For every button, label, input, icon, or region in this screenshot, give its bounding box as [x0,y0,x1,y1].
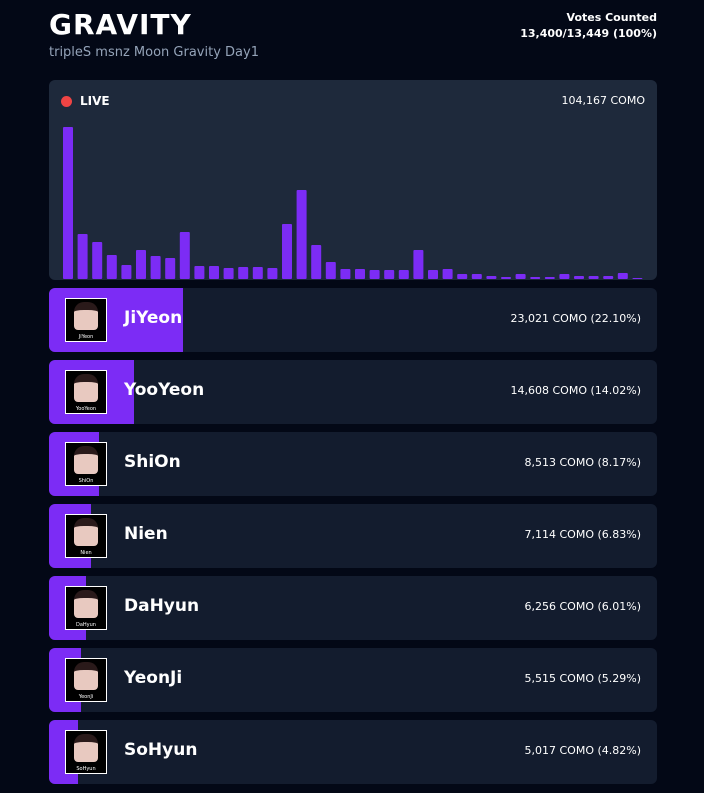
bar [179,232,190,279]
bar [515,274,526,279]
bar [311,245,322,279]
member-name: SoHyun [124,740,198,760]
bar [544,277,555,279]
como-count: 6,256 COMO (6.01%) [524,600,642,613]
bar [92,242,103,279]
avatar: ShiOn [65,442,107,486]
como-count: 5,515 COMO (5.29%) [524,672,642,685]
avatar-caption: DaHyun [76,622,96,628]
member-name: JiYeon [124,308,183,328]
bar [588,276,599,279]
avatar-caption: YeonJi [78,694,94,700]
total-como: 104,167 COMO [561,94,645,107]
avatar-caption: Nien [80,550,92,556]
bar [617,273,628,279]
avatar: YeonJi [65,658,107,702]
avatar-face [74,518,98,546]
bar [209,266,219,279]
member-name: Nien [124,524,168,544]
subtitle: tripleS msnz Moon Gravity Day1 [49,45,259,60]
como-count: 5,017 COMO (4.82%) [524,744,642,757]
avatar-face [74,662,98,690]
votes-value: 13,400/13,449 (100%) [520,27,657,40]
bar [238,267,249,279]
como-count: 7,114 COMO (6.83%) [524,528,642,541]
title: GRAVITY [49,8,192,41]
bar [136,250,146,279]
bar [296,190,307,279]
bar [325,262,336,279]
bar [428,270,438,279]
bar [369,270,380,279]
avatar-face [74,374,98,402]
bar [559,274,570,279]
bar [501,277,511,279]
member-name: YeonJi [124,668,183,688]
member-name: YooYeon [124,380,205,400]
bar [355,269,365,279]
bar [150,256,161,279]
bar [267,268,278,279]
member-name: ShiOn [124,452,181,472]
votes-counted: Votes Counted 13,400/13,449 (100%) [520,10,657,42]
ranking-row: Nien Nien 7,114 COMO (6.83%) [49,504,657,568]
avatar-face [74,590,98,618]
chart [63,127,643,279]
bar [165,258,176,279]
bar [632,278,643,279]
votes-label: Votes Counted [566,11,657,24]
como-count: 8,513 COMO (8.17%) [524,456,642,469]
como-count: 23,021 COMO (22.10%) [510,312,642,325]
avatar: JiYeon [65,298,107,342]
avatar-face [74,734,98,762]
ranking-row: JiYeon JiYeon 23,021 COMO (22.10%) [49,288,657,352]
bar [442,269,453,279]
member-name: DaHyun [124,596,200,616]
bar [194,266,205,279]
avatar-caption: JiYeon [78,334,94,340]
bar [63,127,73,279]
bar [603,276,614,279]
live-label: LIVE [80,94,110,108]
bar [384,270,395,279]
bar [77,234,88,279]
avatar-caption: YooYeon [75,406,97,412]
avatar-caption: SoHyun [76,766,96,772]
avatar-face [74,302,98,330]
bar [398,270,409,279]
ranking-row: SoHyun SoHyun 5,017 COMO (4.82%) [49,720,657,784]
ranking-row: ShiOn ShiOn 8,513 COMO (8.17%) [49,432,657,496]
avatar: DaHyun [65,586,107,630]
avatar-caption: ShiOn [78,478,94,484]
bar [340,269,351,279]
bar [574,276,584,279]
ranking-row: YeonJi YeonJi 5,515 COMO (5.29%) [49,648,657,712]
bar [282,224,292,279]
avatar: Nien [65,514,107,558]
avatar-face [74,446,98,474]
ranking-row: YooYeon YooYeon 14,608 COMO (14.02%) [49,360,657,424]
bar [530,277,541,279]
avatar: SoHyun [65,730,107,774]
bar [457,274,468,279]
ranking-row: DaHyun DaHyun 6,256 COMO (6.01%) [49,576,657,640]
bar [252,267,263,279]
bar [121,265,132,279]
live-indicator: LIVE [61,94,110,108]
live-panel: LIVE 104,167 COMO [49,80,657,280]
avatar: YooYeon [65,370,107,414]
bar [486,276,497,279]
bar [223,268,234,279]
live-dot [61,95,72,107]
bar [471,274,482,279]
como-count: 14,608 COMO (14.02%) [510,384,642,397]
bar [413,250,424,279]
bar [106,255,117,279]
